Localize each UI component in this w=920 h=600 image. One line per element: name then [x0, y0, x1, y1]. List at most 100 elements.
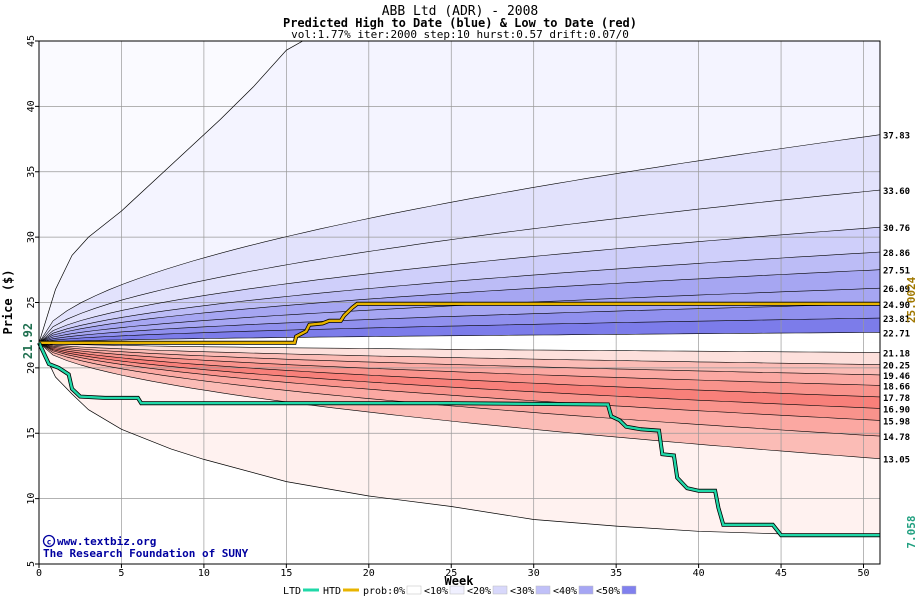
- band-boundary-line: [38, 134, 881, 343]
- band-boundary-line: [38, 342, 881, 421]
- legend-swatch: [406, 585, 422, 595]
- y-tick-label: 10: [26, 493, 37, 505]
- watermark-line-2: The Research Foundation of SUNY: [43, 547, 249, 560]
- band-boundary-line: [38, 226, 881, 344]
- x-tick-label: 30: [528, 568, 540, 579]
- x-tick-label: 25: [445, 568, 457, 579]
- band-end-label: 19.46: [883, 372, 910, 382]
- band-boundary-line: [38, 303, 881, 344]
- band-end-label: 37.83: [883, 132, 910, 142]
- band-end-label: 21.18: [883, 349, 910, 359]
- legend-label: <30%: [510, 586, 534, 597]
- band-boundary-line: [38, 317, 881, 344]
- band-end-label: 20.25: [883, 362, 910, 372]
- legend-label: <40%: [553, 586, 577, 597]
- legend-label: prob:0%: [363, 586, 405, 597]
- legend-swatch: [492, 585, 508, 595]
- high-band: [39, 269, 880, 343]
- x-tick-label: 40: [693, 568, 705, 579]
- band-boundary-line: [38, 342, 880, 353]
- copyright-icon: [42, 534, 56, 548]
- low-band: [39, 342, 880, 365]
- band-end-label: 30.76: [883, 224, 910, 234]
- low-band: [39, 342, 880, 437]
- legend-label: HTD: [323, 586, 341, 597]
- band-boundary-line: [38, 189, 881, 343]
- band-boundary-line: [38, 342, 881, 437]
- x-tick-label: 20: [363, 568, 375, 579]
- legend-label: <50%: [596, 586, 620, 597]
- band-end-label: 24.90: [883, 301, 910, 311]
- band-boundary-line: [38, 342, 881, 365]
- legend-label: <10%: [424, 586, 448, 597]
- band-boundary-line: [38, 342, 881, 459]
- x-tick-label: 10: [198, 568, 210, 579]
- y-axis-label: Price ($): [1, 269, 15, 334]
- band-end-label: 17.78: [883, 394, 910, 404]
- low-band: [39, 342, 880, 397]
- low-band: [39, 342, 880, 386]
- band-boundary-line: [38, 269, 881, 344]
- low-band-outer: [39, 342, 880, 534]
- series-line-ltd: [37, 342, 880, 537]
- band-end-label: 33.60: [883, 187, 910, 197]
- y-tick-label: 25: [26, 296, 37, 308]
- x-tick-label: 15: [280, 568, 292, 579]
- start-price-label: 21.92: [21, 323, 35, 359]
- low-end-value-label: 7.058: [905, 515, 918, 548]
- watermark-line-1: www.textbiz.org: [57, 535, 156, 548]
- series-lines: [37, 301, 880, 538]
- low-band: [39, 342, 880, 409]
- chart-subtitle: Predicted High to Date (blue) & Low to D…: [283, 16, 637, 30]
- legend-label: <20%: [467, 586, 491, 597]
- legend: LTD HTD prob:0% <10% <20% <30% <40% <50%: [283, 585, 637, 597]
- y-tick-label: 45: [26, 35, 37, 47]
- chart-title: ABB Ltd (ADR) - 2008: [382, 4, 539, 19]
- legend-swatch: [621, 585, 637, 595]
- x-tick-label: 45: [775, 568, 787, 579]
- high-end-value-label: 25.0024: [905, 276, 918, 323]
- high-band: [39, 252, 880, 343]
- high-band-outer: [39, 41, 880, 343]
- y-tick-label: 15: [26, 427, 37, 439]
- chart-params: vol:1.77% iter:2000 step:10 hurst:0.57 d…: [291, 28, 629, 41]
- band-end-label: 22.71: [883, 329, 910, 339]
- legend-swatch: [535, 585, 551, 595]
- band-boundary-line: [38, 342, 881, 376]
- band-boundary-line: [38, 332, 881, 344]
- band-end-label: 16.90: [883, 405, 910, 415]
- band-end-label: 26.09: [883, 285, 910, 295]
- probability-bands: [39, 41, 880, 564]
- low-band: [39, 342, 880, 459]
- low-band: [39, 342, 880, 421]
- below-low-region: [39, 342, 880, 564]
- x-tick-label: 35: [610, 568, 622, 579]
- x-axis-label: Week: [445, 574, 475, 588]
- band-end-label: 14.78: [883, 433, 910, 443]
- low-band: [39, 342, 880, 375]
- y-tick-label: 5: [26, 561, 37, 567]
- y-tick-label: 30: [26, 231, 37, 243]
- band-end-label: 28.86: [883, 249, 910, 259]
- legend-swatch: [578, 585, 594, 595]
- series-line-htd: [39, 302, 880, 344]
- copyright-icon-glyph: c: [47, 538, 52, 547]
- watermark: c www.textbiz.org The Research Foundatio…: [42, 534, 249, 560]
- band-end-label: 13.05: [883, 456, 910, 466]
- band-end-label: 15.98: [883, 417, 910, 427]
- band-boundary-line: [38, 342, 881, 386]
- high-band: [39, 190, 880, 343]
- extreme-low-line: [38, 342, 880, 535]
- x-tick-label: 0: [36, 568, 42, 579]
- legend-swatch: [449, 585, 465, 595]
- band-end-label: 23.81: [883, 315, 910, 325]
- high-band: [39, 318, 880, 343]
- y-tick-label: 40: [26, 100, 37, 112]
- y-tick-label: 35: [26, 166, 37, 178]
- band-boundary-line: [38, 342, 881, 409]
- band-end-label: 27.51: [883, 267, 910, 277]
- band-boundary-line: [38, 251, 881, 344]
- high-band: [39, 303, 880, 343]
